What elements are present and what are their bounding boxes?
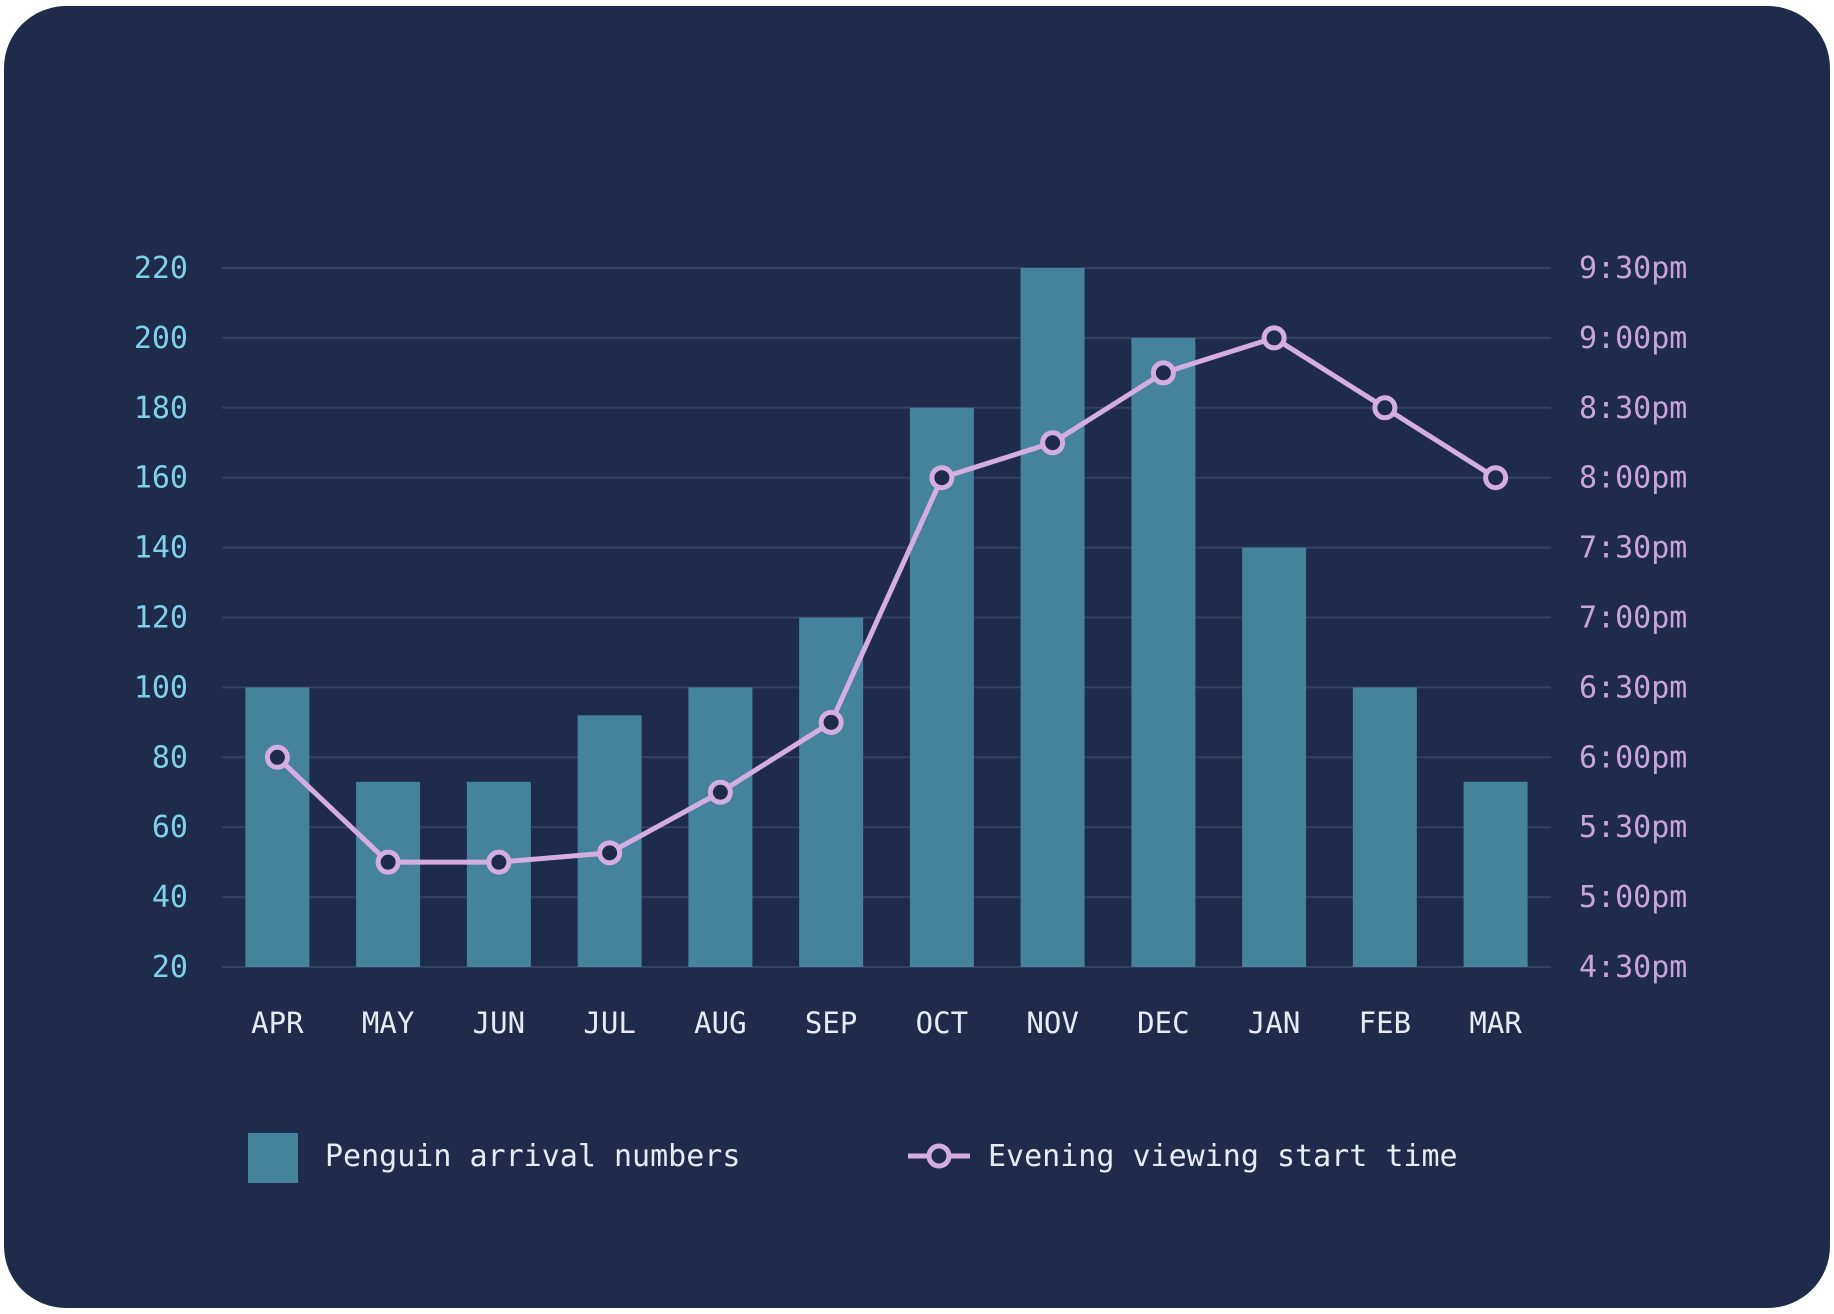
bar-jan: [1242, 547, 1307, 967]
left-axis-tick-label: 60: [152, 810, 188, 845]
line-point-apr: [264, 744, 290, 770]
legend-bar-swatch: [248, 1133, 298, 1183]
legend-line-marker: [926, 1143, 952, 1169]
category-label: SEP: [805, 1006, 857, 1040]
line-point-nov: [1040, 430, 1066, 456]
right-axis-tick-label: 7:30pm: [1579, 531, 1687, 566]
left-axis-tick-label: 200: [134, 321, 188, 356]
bar-aug: [688, 687, 753, 967]
bar-apr: [245, 687, 310, 967]
time-line-series: [264, 325, 1509, 875]
category-label: APR: [251, 1006, 304, 1040]
left-axis-tick-label: 20: [152, 950, 188, 985]
left-axis-tick-label: 140: [134, 531, 188, 566]
right-axis-tick-label: 9:00pm: [1579, 321, 1687, 356]
category-label: JUN: [473, 1006, 525, 1040]
right-axis-tick-label: 5:30pm: [1579, 810, 1687, 845]
right-axis-tick-label: 9:30pm: [1579, 251, 1687, 286]
line-point-dec: [1150, 360, 1176, 386]
left-axis-tick-label: 160: [134, 461, 188, 496]
category-label: AUG: [694, 1006, 746, 1040]
category-label: MAR: [1469, 1006, 1522, 1040]
legend: Penguin arrival numbers Evening viewing …: [248, 1133, 1458, 1183]
legend-label-viewing-time: Evening viewing start time: [988, 1139, 1458, 1174]
category-label: NOV: [1026, 1006, 1078, 1040]
line-point-oct: [929, 465, 955, 491]
combo-chart: 220 200 180 160 140 120 100 80 60 40 20 9:30pm 9:00…: [134, 251, 1687, 1183]
bar-oct: [909, 407, 974, 967]
category-label: OCT: [916, 1006, 968, 1040]
left-axis-tick-label: 40: [152, 880, 188, 915]
category-label: FEB: [1359, 1006, 1411, 1040]
bars: [245, 268, 1528, 967]
bar-nov: [1020, 268, 1085, 967]
legend-label-arrivals: Penguin arrival numbers: [325, 1139, 740, 1174]
chart-card: 220 200 180 160 140 120 100 80 60 40 20 9:30pm 9:00…: [4, 6, 1830, 1308]
category-labels: APR MAY JUN JUL AUG SEP OCT NOV DEC JAN FEB MAR: [251, 1006, 1522, 1040]
left-axis-ticks: 220 200 180 160 140 120 100 80 60 40 20: [134, 251, 188, 985]
bar-feb: [1352, 687, 1417, 967]
line-point-may: [375, 849, 401, 875]
right-axis-tick-label: 8:30pm: [1579, 391, 1687, 426]
line-point-jun: [486, 849, 512, 875]
line-point-mar: [1483, 465, 1509, 491]
left-axis-tick-label: 220: [134, 251, 188, 286]
line-point-jul: [597, 840, 623, 866]
right-axis-tick-label: 6:30pm: [1579, 670, 1687, 705]
category-label: JAN: [1248, 1006, 1300, 1040]
line-point-sep: [818, 709, 844, 735]
left-axis-tick-label: 100: [134, 670, 188, 705]
line-point-feb: [1372, 395, 1398, 421]
right-axis-ticks: 9:30pm 9:00pm 8:30pm 8:00pm 7:30pm 7:00pm 6:30…: [1579, 251, 1687, 985]
line-point-aug: [707, 779, 733, 805]
bar-mar: [1463, 781, 1528, 967]
category-label: JUL: [583, 1006, 635, 1040]
gridlines: [222, 267, 1551, 968]
left-axis-tick-label: 180: [134, 391, 188, 426]
left-axis-tick-label: 80: [152, 740, 188, 775]
bar-dec: [1131, 337, 1196, 967]
line-point-jan: [1261, 325, 1287, 351]
right-axis-tick-label: 6:00pm: [1579, 740, 1687, 775]
category-label: DEC: [1137, 1006, 1189, 1040]
category-label: MAY: [362, 1006, 414, 1040]
right-axis-tick-label: 4:30pm: [1579, 950, 1687, 985]
viewing-time-line: [275, 335, 1497, 865]
right-axis-tick-label: 8:00pm: [1579, 461, 1687, 496]
left-axis-tick-label: 120: [134, 601, 188, 636]
right-axis-tick-label: 7:00pm: [1579, 601, 1687, 636]
right-axis-tick-label: 5:00pm: [1579, 880, 1687, 915]
